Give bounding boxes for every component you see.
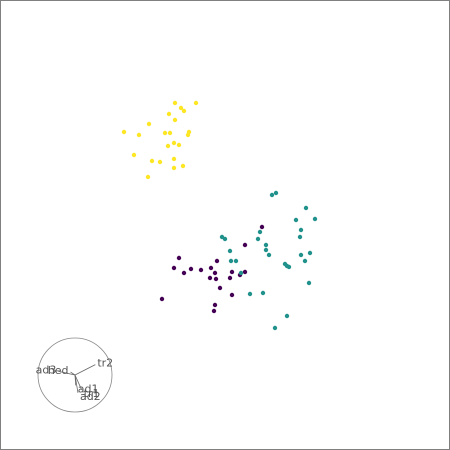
data-point-series-2-20 xyxy=(180,163,186,169)
data-point-series-0-2 xyxy=(176,255,182,261)
data-point-series-0-4 xyxy=(171,265,177,271)
data-point-series-2-21 xyxy=(171,165,177,171)
loading-label-ad3: ad3 xyxy=(36,363,57,376)
data-point-series-1-23 xyxy=(238,270,244,276)
data-point-series-1-5 xyxy=(257,229,263,235)
data-point-series-2-7 xyxy=(121,129,127,135)
data-point-series-2-9 xyxy=(167,130,173,136)
data-point-series-2-1 xyxy=(193,100,199,106)
data-point-series-0-9 xyxy=(212,270,218,276)
data-point-series-2-3 xyxy=(181,108,187,114)
data-point-series-2-22 xyxy=(145,174,151,180)
loading-label-hed: hed xyxy=(48,364,69,377)
loading-label-tr1: tr1 xyxy=(84,387,100,400)
data-point-series-0-5 xyxy=(188,266,194,272)
data-point-series-0-0 xyxy=(259,224,265,230)
data-point-series-1-4 xyxy=(312,216,318,222)
data-point-series-1-14 xyxy=(266,252,272,258)
data-point-series-2-12 xyxy=(136,132,142,138)
data-point-series-1-27 xyxy=(284,313,290,319)
data-point-series-0-16 xyxy=(217,285,223,291)
data-point-series-0-10 xyxy=(229,269,235,275)
loading-arrow-tr2 xyxy=(74,364,96,376)
data-point-series-1-10 xyxy=(297,234,303,240)
data-point-series-0-11 xyxy=(242,269,248,275)
data-point-series-2-8 xyxy=(162,130,168,136)
data-point-series-0-13 xyxy=(213,276,219,282)
data-point-series-1-28 xyxy=(272,325,278,331)
data-point-series-2-17 xyxy=(171,156,177,162)
data-point-series-0-17 xyxy=(229,292,235,298)
data-point-series-1-22 xyxy=(286,264,292,270)
data-point-series-1-1 xyxy=(273,190,279,196)
data-point-series-1-24 xyxy=(306,280,312,286)
data-point-series-1-15 xyxy=(298,252,304,258)
data-point-series-0-19 xyxy=(212,302,218,308)
data-point-series-1-12 xyxy=(227,248,233,254)
data-point-series-1-6 xyxy=(298,227,304,233)
data-point-series-1-0 xyxy=(269,192,275,198)
data-point-series-2-0 xyxy=(172,100,178,106)
loading-arrow-ad2 xyxy=(74,374,79,393)
data-point-series-1-16 xyxy=(307,250,313,256)
data-point-series-1-17 xyxy=(228,258,234,264)
data-point-series-2-6 xyxy=(146,121,152,127)
data-point-series-1-25 xyxy=(247,291,253,297)
data-point-series-1-19 xyxy=(302,258,308,264)
loading-label-ad1: ad1 xyxy=(78,382,99,395)
data-point-series-1-13 xyxy=(263,247,269,253)
data-point-series-2-16 xyxy=(131,152,137,158)
loadings-circle xyxy=(37,337,113,413)
data-point-series-2-14 xyxy=(176,142,182,148)
data-point-series-1-9 xyxy=(255,236,261,242)
data-point-series-0-20 xyxy=(211,308,217,314)
data-point-series-2-5 xyxy=(172,117,178,123)
data-point-series-0-6 xyxy=(198,267,204,273)
data-point-series-1-3 xyxy=(293,217,299,223)
data-point-series-0-1 xyxy=(242,242,248,248)
data-point-series-2-18 xyxy=(149,158,155,164)
loading-arrow-ad3 xyxy=(58,370,76,376)
data-point-series-2-2 xyxy=(178,105,184,111)
data-point-series-0-7 xyxy=(208,265,214,271)
data-point-series-1-26 xyxy=(260,290,266,296)
data-point-series-0-14 xyxy=(227,275,233,281)
data-point-series-1-8 xyxy=(222,236,228,242)
data-point-series-1-2 xyxy=(303,205,309,211)
loading-arrow-tr1 xyxy=(74,374,83,390)
data-point-series-0-18 xyxy=(159,296,165,302)
loading-label-ad2: ad2 xyxy=(80,390,101,403)
data-point-series-0-8 xyxy=(181,270,187,276)
points-layer xyxy=(121,100,318,331)
data-point-series-2-15 xyxy=(165,143,171,149)
loading-label-tr2: tr2 xyxy=(97,357,113,370)
data-point-series-2-4 xyxy=(166,111,172,117)
data-point-series-2-13 xyxy=(171,140,177,146)
data-point-series-2-11 xyxy=(185,132,191,138)
data-point-series-0-3 xyxy=(214,258,220,264)
data-point-series-2-19 xyxy=(157,159,163,165)
data-point-series-1-18 xyxy=(233,258,239,264)
data-point-series-1-11 xyxy=(263,242,269,248)
data-point-series-0-12 xyxy=(207,275,213,281)
